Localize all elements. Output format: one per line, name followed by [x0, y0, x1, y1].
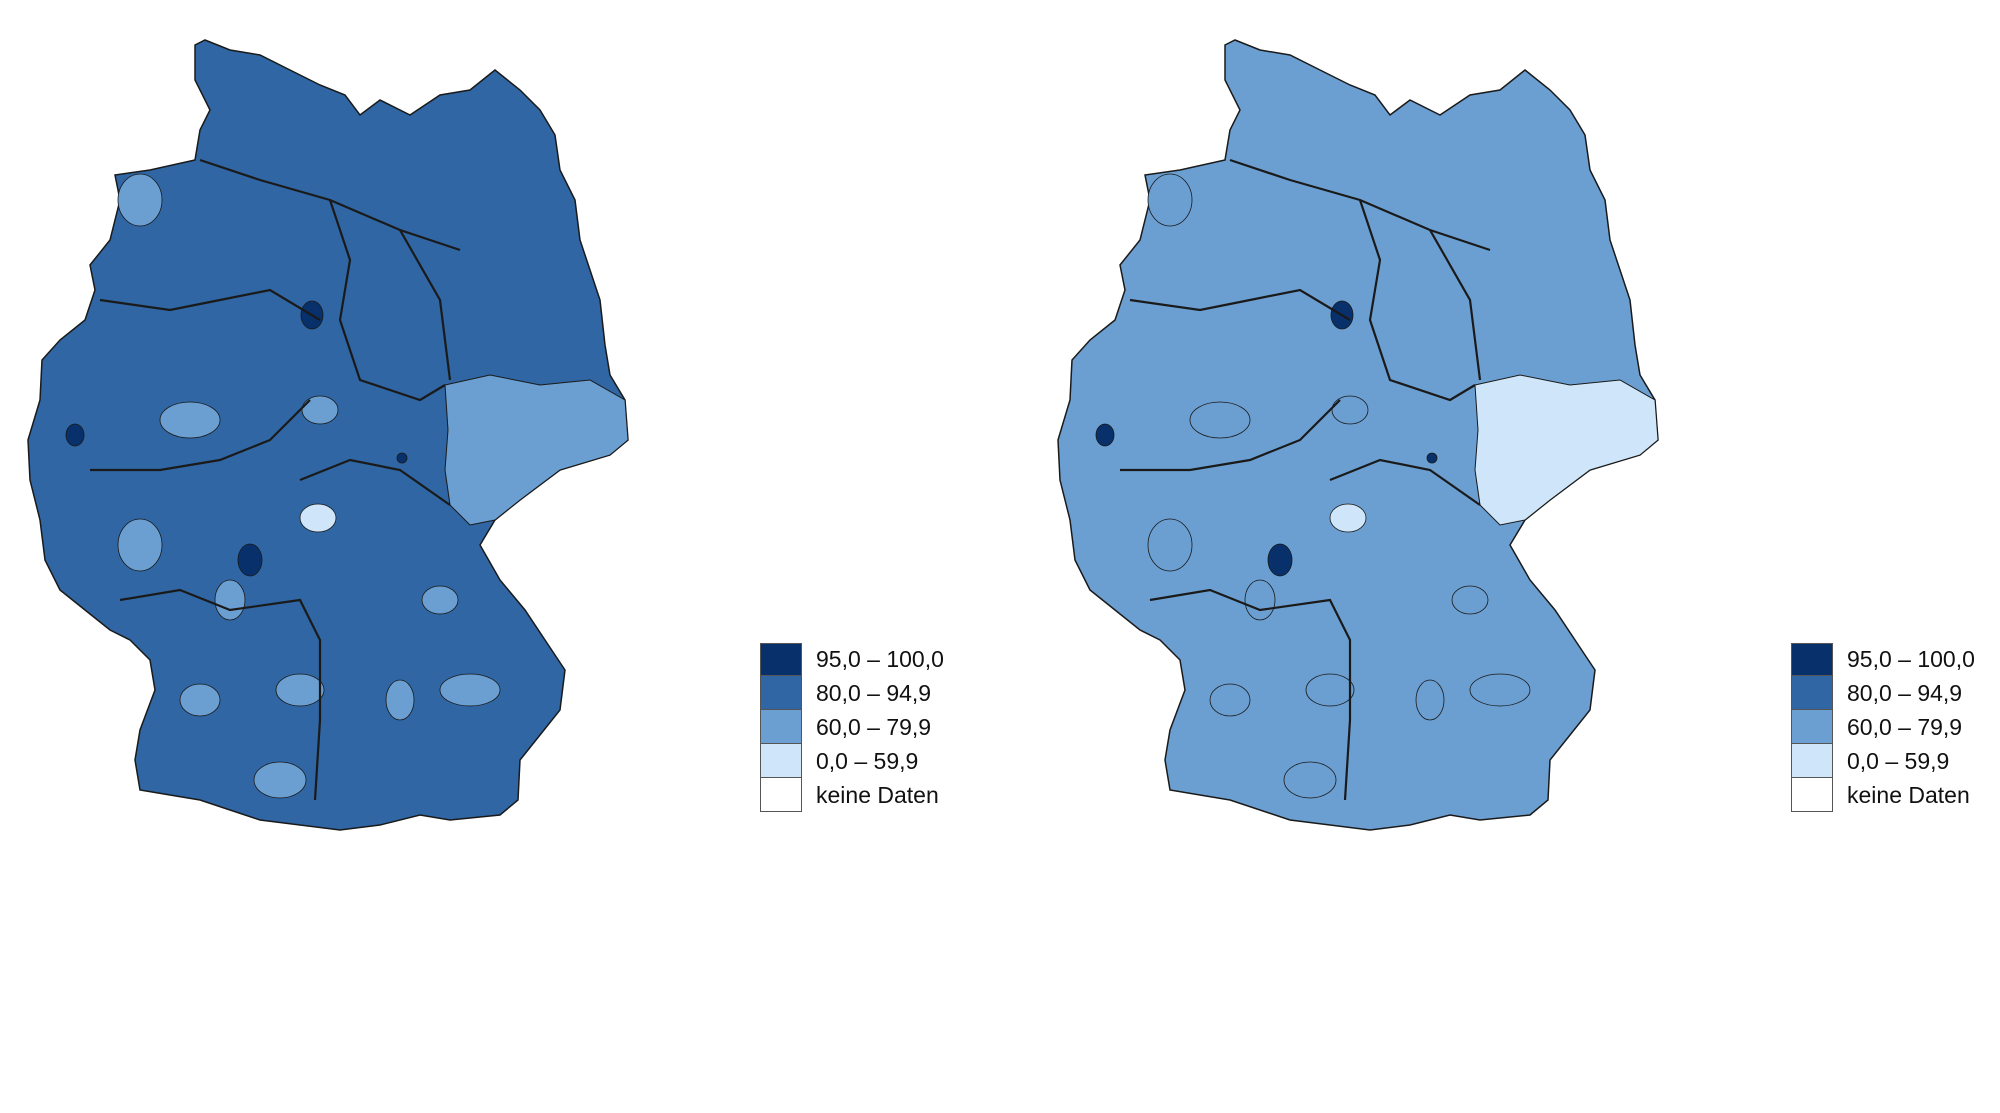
- legend-item: 80,0 – 94,9: [760, 676, 1060, 710]
- district-region: [1147, 173, 1193, 227]
- district-region: [65, 423, 85, 447]
- legend-item: 0,0 – 59,9: [760, 744, 1060, 778]
- legend-label: 0,0 – 59,9: [816, 747, 919, 774]
- legend-label: 0,0 – 59,9: [1847, 747, 1950, 774]
- state-border-line: [1358, 199, 1476, 402]
- legend-swatch: [1791, 710, 1833, 744]
- district-region: [1095, 423, 1115, 447]
- legend-label: keine Daten: [1847, 781, 1970, 808]
- district-region: [179, 683, 221, 717]
- district-region: [237, 543, 263, 577]
- legend-item: 95,0 – 100,0: [1791, 642, 2000, 676]
- state-border-line: [1329, 458, 1481, 506]
- legend-label: 95,0 – 100,0: [1847, 645, 1975, 672]
- district-region: [275, 673, 325, 707]
- district-region: [1305, 673, 1355, 707]
- district-region: [1189, 401, 1251, 439]
- district-region: [1147, 518, 1193, 572]
- legend-item: 60,0 – 79,9: [1791, 710, 2000, 744]
- district-region: [385, 679, 415, 721]
- state-border-line: [1129, 288, 1351, 321]
- legend-swatch: [1791, 676, 1833, 710]
- district-region: [1331, 395, 1369, 425]
- region-saxony: [444, 374, 629, 526]
- state-border-line: [1120, 399, 1341, 472]
- legend-item: 60,0 – 79,9: [760, 710, 1060, 744]
- legend-label: keine Daten: [816, 781, 939, 808]
- district-region: [1451, 585, 1489, 615]
- state-border-line: [119, 588, 322, 801]
- legend-left: 95,0 – 100,0 80,0 – 94,9 60,0 – 79,9 0,0…: [760, 642, 1060, 812]
- legend-item: 0,0 – 59,9: [1791, 744, 2000, 778]
- germany-outline: [1057, 39, 1659, 831]
- legend-label: 95,0 – 100,0: [816, 645, 944, 672]
- district-region: [396, 452, 408, 464]
- state-border-line: [99, 288, 321, 321]
- legend-label: 60,0 – 79,9: [816, 713, 932, 740]
- legend-swatch: [1791, 642, 1833, 676]
- legend-swatch: [760, 778, 802, 812]
- state-border-line: [1149, 588, 1352, 801]
- district-region: [253, 761, 307, 799]
- legend-label: 80,0 – 94,9: [816, 679, 932, 706]
- legend-swatch: [760, 642, 802, 676]
- state-border-line: [1429, 229, 1482, 381]
- state-border-line: [399, 229, 452, 381]
- district-region: [214, 579, 246, 621]
- region-saxony: [1474, 374, 1659, 526]
- legend-swatch: [760, 676, 802, 710]
- state-border-line: [299, 458, 451, 506]
- district-region: [1426, 452, 1438, 464]
- district-region: [117, 173, 163, 227]
- district-region: [1244, 579, 1276, 621]
- legend-label: 80,0 – 94,9: [1847, 679, 1963, 706]
- map-panel-right: [1030, 0, 2000, 1113]
- district-region: [1469, 673, 1531, 707]
- legend-item: keine Daten: [1791, 778, 2000, 812]
- district-region: [159, 401, 221, 439]
- district-region: [1329, 503, 1367, 533]
- legend-label: 60,0 – 79,9: [1847, 713, 1963, 740]
- state-border-line: [328, 199, 446, 402]
- legend-swatch: [760, 710, 802, 744]
- germany-district-map-right: [1057, 39, 1659, 831]
- state-border-line: [90, 399, 311, 472]
- legend-right: 95,0 – 100,0 80,0 – 94,9 60,0 – 79,9 0,0…: [1791, 642, 2000, 812]
- legend-item: 80,0 – 94,9: [1791, 676, 2000, 710]
- highlight-regions: [1095, 173, 1659, 799]
- map-panel-left: [27, 39, 629, 831]
- legend-swatch: [1791, 744, 1833, 778]
- germany-outline: [27, 39, 629, 831]
- district-region: [299, 503, 337, 533]
- district-region: [1283, 761, 1337, 799]
- district-region: [1267, 543, 1293, 577]
- district-region: [1209, 683, 1251, 717]
- district-region: [301, 395, 339, 425]
- state-borders: [1120, 158, 1491, 801]
- district-region: [117, 518, 163, 572]
- district-region: [421, 585, 459, 615]
- legend-swatch: [1791, 778, 1833, 812]
- district-region: [439, 673, 501, 707]
- germany-district-map-left: [27, 39, 629, 831]
- state-borders: [90, 158, 461, 801]
- legend-swatch: [760, 744, 802, 778]
- legend-item: 95,0 – 100,0: [760, 642, 1060, 676]
- district-region: [1415, 679, 1445, 721]
- legend-item: keine Daten: [760, 778, 1060, 812]
